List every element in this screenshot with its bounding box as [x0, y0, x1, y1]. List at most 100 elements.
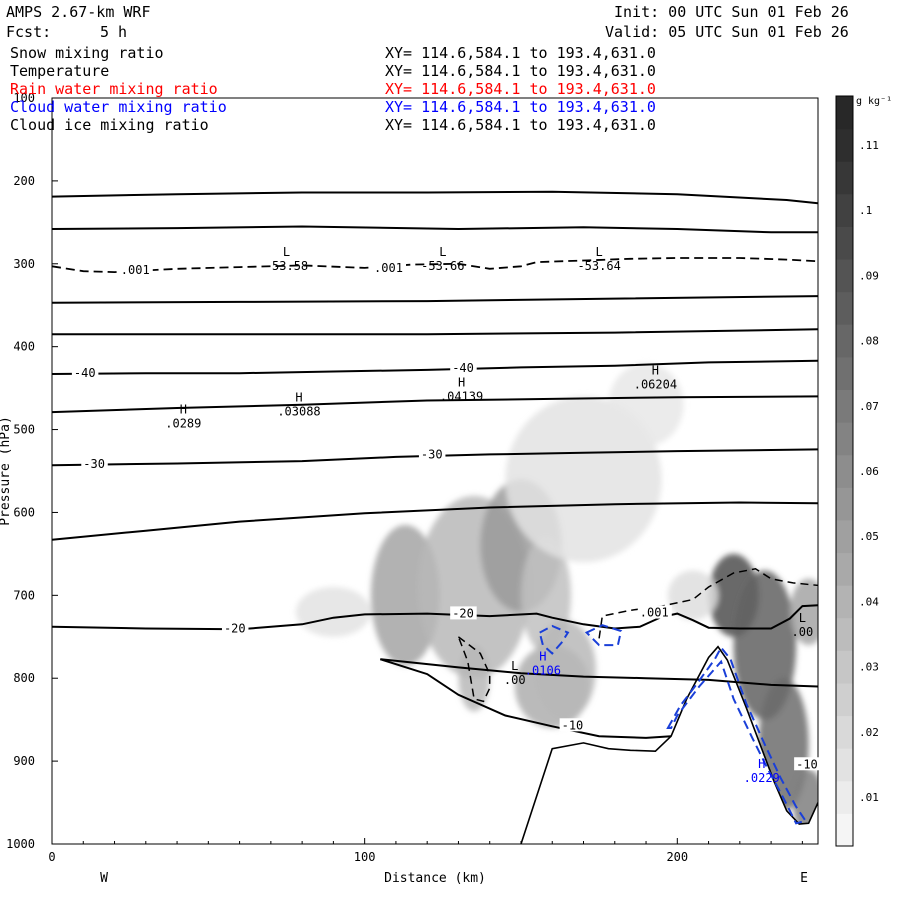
snow-blob-7 — [505, 396, 662, 563]
legend-rain-xy: XY= 114.6,584.1 to 193.4,631.0 — [385, 80, 656, 98]
colorbar-cell — [836, 552, 853, 586]
contour-label-bg — [118, 263, 153, 277]
legend-cloud-ice-xy: XY= 114.6,584.1 to 193.4,631.0 — [385, 116, 656, 134]
contour-label: -10 — [562, 718, 584, 732]
extremum-value: .0289 — [165, 416, 201, 430]
terrain-mask — [52, 646, 818, 844]
extremum-marker: L — [439, 245, 446, 259]
cloud-water-contour-2 — [666, 645, 808, 825]
temperature-contour-2 — [52, 295, 818, 304]
contour-label-bg — [221, 621, 249, 635]
cloud-ice-contour-upper — [598, 568, 818, 639]
contour-label-bg — [559, 718, 587, 732]
colorbar-tick-label: .02 — [859, 726, 879, 739]
colorbar-frame — [835, 95, 854, 847]
valid-time: Valid: 05 UTC Sun 01 Feb 26 — [605, 23, 849, 41]
colorbar-cell — [836, 780, 853, 814]
y-tick-label: 400 — [13, 340, 35, 354]
colorbar-tick-label: .04 — [859, 595, 879, 608]
contour-label: .001 — [640, 606, 669, 620]
contour-label-bg — [71, 366, 99, 380]
y-tick-label: 900 — [13, 754, 35, 768]
y-tick-label: 600 — [13, 505, 35, 519]
colorbar-cell — [836, 422, 853, 456]
legend-cloud-water-xy: XY= 114.6,584.1 to 193.4,631.0 — [385, 98, 656, 116]
snow-blob-8 — [608, 363, 684, 447]
colorbar-tick-label: .07 — [859, 400, 879, 413]
colorbar-tick-label: .1 — [859, 204, 872, 217]
contour-label-bg — [450, 606, 477, 620]
snow-blob-14 — [789, 578, 818, 646]
extremum-marker: H — [295, 391, 302, 405]
extremum-marker: H — [539, 649, 546, 663]
colorbar-cell — [836, 389, 853, 423]
contour-label: -40 — [74, 366, 96, 380]
cloud-water-contour-1 — [584, 624, 623, 647]
init-time: Init: 00 UTC Sun 01 Feb 26 — [614, 3, 849, 21]
snow-blob-4 — [458, 645, 490, 712]
colorbar-cell — [836, 519, 853, 554]
colorbar-cell — [836, 96, 853, 130]
y-tick-label: 100 — [13, 91, 35, 105]
contour-label-bg — [372, 260, 407, 274]
colorbar-tick-label: .05 — [859, 530, 879, 543]
contour-label-bg — [450, 361, 477, 375]
legend-snow-xy: XY= 114.6,584.1 to 193.4,631.0 — [385, 44, 656, 62]
axes: 0 100 200 100 200 300 400 500 600 700 800 900 1000 Di… — [0, 91, 808, 886]
extrema-labels: L-53.58L-53.66L-53.64H.0289H.03088H.0413… — [71, 245, 821, 785]
y-tick-label: 700 — [13, 588, 35, 602]
legend-cloud-water-name: Cloud water mixing ratio — [10, 98, 227, 116]
snow-mixing-shading — [295, 363, 818, 836]
colorbar-cell — [836, 682, 853, 717]
colorbar-unit: g kg⁻¹ — [856, 96, 892, 107]
x-axis-label: Distance (km) — [384, 871, 486, 886]
colorbar-cell — [836, 650, 853, 684]
extremum-value: .00 — [504, 673, 526, 687]
contour-label-bg — [418, 447, 446, 461]
snow-blob-9 — [295, 587, 371, 637]
snow-contour — [52, 257, 818, 274]
temperature-contour-4 — [52, 359, 818, 375]
colorbar-cell — [836, 356, 853, 390]
temperature-contour-10 — [379, 658, 672, 739]
contour-label: .001 — [121, 263, 150, 277]
temperature-contour-1 — [52, 225, 818, 234]
colorbar-tick-label: .09 — [859, 269, 879, 282]
colorbar-tick-label: .11 — [859, 139, 879, 152]
contour-label: -30 — [421, 447, 443, 461]
extremum-value: .0229 — [744, 771, 780, 785]
colorbar-cell — [836, 259, 853, 293]
contour-label: -40 — [452, 361, 474, 375]
x-tick-label: 100 — [354, 850, 376, 864]
colorbar-tick-label: .08 — [859, 335, 879, 348]
legend-rain-name: Rain water mixing ratio — [10, 80, 218, 98]
colorbar-cell — [836, 487, 853, 521]
forecast-hours: 5 h — [100, 23, 128, 41]
temperature-contour-7 — [52, 501, 818, 541]
extremum-marker: L — [596, 245, 603, 259]
colorbar-cell — [836, 454, 853, 488]
extremum-value: .0106 — [525, 663, 561, 677]
colorbar-cell — [836, 715, 853, 749]
cloud-water-contour-0 — [538, 624, 570, 655]
colorbar-tick-label: .03 — [859, 661, 879, 674]
extremum-marker: L — [511, 659, 518, 673]
x-tick-label: 0 — [48, 850, 55, 864]
cloud-ice-contour — [457, 636, 491, 703]
contour-label: -10 — [796, 757, 818, 771]
contour-label-bg — [81, 457, 108, 471]
temperature-contour-3 — [52, 328, 818, 336]
forecast-label: Fcst: — [6, 23, 52, 41]
plot-frame — [51, 97, 819, 845]
colorbar-cell — [836, 813, 853, 847]
snow-blob-6 — [533, 620, 597, 720]
chart-title: AMPS 2.67-km WRF — [6, 3, 151, 21]
y-axis-label: Pressure (hPa) — [0, 416, 13, 526]
contour-lines — [52, 190, 818, 844]
colorbar-cell — [836, 128, 853, 162]
extremum-value: -53.66 — [421, 259, 464, 273]
west-label: W — [100, 871, 108, 886]
extremum-marker: L — [799, 611, 806, 625]
legend-cloud-ice-name: Cloud ice mixing ratio — [10, 116, 209, 134]
